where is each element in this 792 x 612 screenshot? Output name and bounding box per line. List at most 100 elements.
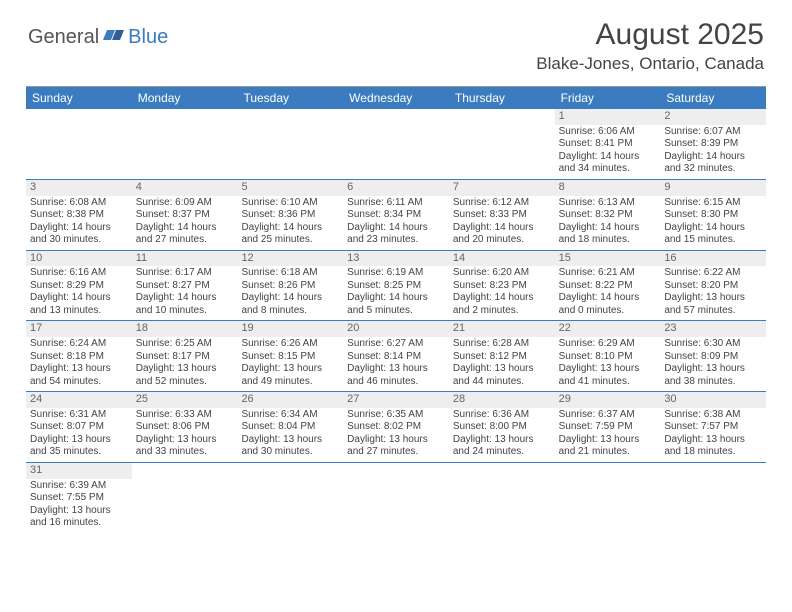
day-details: Sunrise: 6:12 AMSunset: 8:33 PMDaylight:… [449,196,555,250]
day-number [237,463,343,479]
daylight-text: Daylight: 14 hours and 15 minutes. [664,222,762,247]
day-details: Sunrise: 6:30 AMSunset: 8:09 PMDaylight:… [660,337,766,391]
day-details: Sunrise: 6:27 AMSunset: 8:14 PMDaylight:… [343,337,449,391]
day-number: 7 [449,180,555,196]
day-number: 31 [26,463,132,479]
sunset-text: Sunset: 7:55 PM [30,492,128,505]
weekday-header: Monday [132,87,238,109]
day-details: Sunrise: 6:29 AMSunset: 8:10 PMDaylight:… [555,337,661,391]
day-details: Sunrise: 6:31 AMSunset: 8:07 PMDaylight:… [26,408,132,462]
daylight-text: Daylight: 14 hours and 13 minutes. [30,292,128,317]
daylight-text: Daylight: 14 hours and 5 minutes. [347,292,445,317]
day-details: Sunrise: 6:35 AMSunset: 8:02 PMDaylight:… [343,408,449,462]
day-number: 6 [343,180,449,196]
day-cell: 3Sunrise: 6:08 AMSunset: 8:38 PMDaylight… [26,180,132,250]
page-title: August 2025 [536,18,764,52]
day-number: 14 [449,251,555,267]
day-cell: 1Sunrise: 6:06 AMSunset: 8:41 PMDaylight… [555,109,661,179]
day-number: 23 [660,321,766,337]
day-number [660,463,766,479]
week-row: 31Sunrise: 6:39 AMSunset: 7:55 PMDayligh… [26,463,766,533]
sunset-text: Sunset: 8:38 PM [30,209,128,222]
day-number: 17 [26,321,132,337]
sunrise-text: Sunrise: 6:31 AM [30,409,128,422]
day-details [237,479,343,483]
day-cell: 11Sunrise: 6:17 AMSunset: 8:27 PMDayligh… [132,251,238,321]
day-details: Sunrise: 6:26 AMSunset: 8:15 PMDaylight:… [237,337,343,391]
day-number [555,463,661,479]
day-details: Sunrise: 6:13 AMSunset: 8:32 PMDaylight:… [555,196,661,250]
calendar-table: SundayMondayTuesdayWednesdayThursdayFrid… [26,86,766,533]
sunset-text: Sunset: 8:30 PM [664,209,762,222]
daylight-text: Daylight: 14 hours and 27 minutes. [136,222,234,247]
day-details: Sunrise: 6:21 AMSunset: 8:22 PMDaylight:… [555,266,661,320]
sunrise-text: Sunrise: 6:07 AM [664,126,762,139]
day-details: Sunrise: 6:07 AMSunset: 8:39 PMDaylight:… [660,125,766,179]
sunrise-text: Sunrise: 6:36 AM [453,409,551,422]
day-number [449,463,555,479]
sunrise-text: Sunrise: 6:25 AM [136,338,234,351]
day-cell: 18Sunrise: 6:25 AMSunset: 8:17 PMDayligh… [132,321,238,391]
day-number: 18 [132,321,238,337]
daylight-text: Daylight: 14 hours and 32 minutes. [664,151,762,176]
day-details: Sunrise: 6:08 AMSunset: 8:38 PMDaylight:… [26,196,132,250]
day-cell: 21Sunrise: 6:28 AMSunset: 8:12 PMDayligh… [449,321,555,391]
day-number: 1 [555,109,661,125]
sunrise-text: Sunrise: 6:19 AM [347,267,445,280]
sunset-text: Sunset: 8:00 PM [453,421,551,434]
day-number [26,109,132,125]
day-cell: 2Sunrise: 6:07 AMSunset: 8:39 PMDaylight… [660,109,766,179]
day-cell: 13Sunrise: 6:19 AMSunset: 8:25 PMDayligh… [343,251,449,321]
daylight-text: Daylight: 14 hours and 18 minutes. [559,222,657,247]
day-details: Sunrise: 6:33 AMSunset: 8:06 PMDaylight:… [132,408,238,462]
day-number: 24 [26,392,132,408]
day-cell [132,109,238,179]
day-details: Sunrise: 6:10 AMSunset: 8:36 PMDaylight:… [237,196,343,250]
day-details: Sunrise: 6:39 AMSunset: 7:55 PMDaylight:… [26,479,132,533]
sunrise-text: Sunrise: 6:17 AM [136,267,234,280]
day-details: Sunrise: 6:11 AMSunset: 8:34 PMDaylight:… [343,196,449,250]
day-number [343,109,449,125]
day-details: Sunrise: 6:18 AMSunset: 8:26 PMDaylight:… [237,266,343,320]
day-details [343,125,449,129]
sunrise-text: Sunrise: 6:30 AM [664,338,762,351]
day-cell [132,463,238,533]
daylight-text: Daylight: 14 hours and 8 minutes. [241,292,339,317]
sunrise-text: Sunrise: 6:15 AM [664,197,762,210]
day-details: Sunrise: 6:19 AMSunset: 8:25 PMDaylight:… [343,266,449,320]
day-number: 5 [237,180,343,196]
day-number: 13 [343,251,449,267]
sunset-text: Sunset: 8:06 PM [136,421,234,434]
day-details [237,125,343,129]
daylight-text: Daylight: 14 hours and 25 minutes. [241,222,339,247]
sunset-text: Sunset: 8:23 PM [453,280,551,293]
sunrise-text: Sunrise: 6:12 AM [453,197,551,210]
day-number: 28 [449,392,555,408]
sunset-text: Sunset: 8:09 PM [664,351,762,364]
daylight-text: Daylight: 13 hours and 41 minutes. [559,363,657,388]
daylight-text: Daylight: 13 hours and 38 minutes. [664,363,762,388]
day-cell: 26Sunrise: 6:34 AMSunset: 8:04 PMDayligh… [237,392,343,462]
day-cell: 4Sunrise: 6:09 AMSunset: 8:37 PMDaylight… [132,180,238,250]
sunset-text: Sunset: 8:22 PM [559,280,657,293]
sunrise-text: Sunrise: 6:18 AM [241,267,339,280]
brand-logo: General Blue [28,26,168,49]
day-cell: 29Sunrise: 6:37 AMSunset: 7:59 PMDayligh… [555,392,661,462]
day-cell: 20Sunrise: 6:27 AMSunset: 8:14 PMDayligh… [343,321,449,391]
day-cell: 22Sunrise: 6:29 AMSunset: 8:10 PMDayligh… [555,321,661,391]
day-number: 21 [449,321,555,337]
day-cell [660,463,766,533]
sunrise-text: Sunrise: 6:13 AM [559,197,657,210]
weekday-header: Wednesday [343,87,449,109]
day-details: Sunrise: 6:16 AMSunset: 8:29 PMDaylight:… [26,266,132,320]
day-number [343,463,449,479]
sunrise-text: Sunrise: 6:39 AM [30,480,128,493]
daylight-text: Daylight: 14 hours and 20 minutes. [453,222,551,247]
day-details: Sunrise: 6:25 AMSunset: 8:17 PMDaylight:… [132,337,238,391]
day-cell: 19Sunrise: 6:26 AMSunset: 8:15 PMDayligh… [237,321,343,391]
sunset-text: Sunset: 8:07 PM [30,421,128,434]
sunrise-text: Sunrise: 6:29 AM [559,338,657,351]
weekday-header-row: SundayMondayTuesdayWednesdayThursdayFrid… [26,87,766,109]
brand-part1: General [28,26,99,49]
day-cell: 31Sunrise: 6:39 AMSunset: 7:55 PMDayligh… [26,463,132,533]
